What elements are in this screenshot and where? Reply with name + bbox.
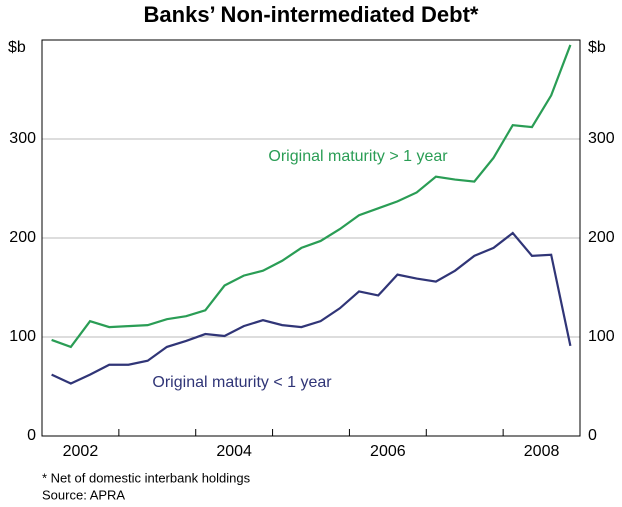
y-tick-label: 200 bbox=[9, 229, 36, 246]
y-tick-label: 100 bbox=[9, 328, 36, 345]
plot-frame bbox=[41, 39, 581, 437]
chart-title: Banks’ Non-intermediated Debt* bbox=[144, 2, 479, 27]
series-label: Original maturity < 1 year bbox=[152, 374, 332, 391]
series-line bbox=[51, 231, 572, 385]
y2-tick-label: 300 bbox=[588, 130, 615, 147]
y2-tick-label: 0 bbox=[588, 427, 597, 444]
source: Source: APRA bbox=[42, 487, 125, 502]
y2-tick-label: 200 bbox=[588, 229, 615, 246]
footnote: * Net of domestic interbank holdings bbox=[42, 470, 251, 485]
unit-label-right: $b bbox=[588, 39, 606, 56]
y2-tick-label: 100 bbox=[588, 328, 615, 345]
x-tick-label: 2008 bbox=[524, 443, 560, 460]
x-tick-label: 2002 bbox=[63, 443, 99, 460]
series-label: Original maturity > 1 year bbox=[268, 148, 448, 165]
y-tick-label: 300 bbox=[9, 130, 36, 147]
x-tick-label: 2006 bbox=[370, 443, 406, 460]
y-tick-label: 0 bbox=[27, 427, 36, 444]
series-line bbox=[51, 44, 572, 349]
unit-label-left: $b bbox=[8, 39, 26, 56]
x-tick-label: 2004 bbox=[216, 443, 252, 460]
